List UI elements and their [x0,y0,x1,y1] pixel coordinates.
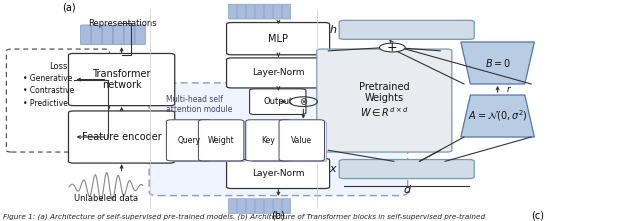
FancyBboxPatch shape [264,4,273,19]
FancyBboxPatch shape [246,4,255,19]
Text: Representations: Representations [88,19,157,28]
Text: $A = \mathcal{N}(0, \sigma^2)$: $A = \mathcal{N}(0, \sigma^2)$ [468,109,527,123]
FancyBboxPatch shape [250,89,306,114]
FancyBboxPatch shape [227,58,330,88]
FancyBboxPatch shape [228,4,237,19]
FancyBboxPatch shape [149,83,408,196]
FancyBboxPatch shape [250,121,291,161]
Text: Figure 1: (a) Architecture of self-supervised pre-trained models. (b) Architectu: Figure 1: (a) Architecture of self-super… [3,214,484,220]
Text: Layer-Norm: Layer-Norm [252,169,305,178]
FancyBboxPatch shape [237,4,246,19]
Polygon shape [461,95,534,137]
FancyBboxPatch shape [255,4,264,19]
FancyBboxPatch shape [228,199,237,213]
FancyBboxPatch shape [198,120,244,161]
FancyBboxPatch shape [282,199,291,213]
FancyBboxPatch shape [92,25,102,45]
FancyBboxPatch shape [264,199,273,213]
FancyBboxPatch shape [135,25,145,45]
FancyBboxPatch shape [202,121,244,161]
Text: (c): (c) [531,210,544,221]
FancyBboxPatch shape [252,122,293,162]
FancyBboxPatch shape [255,199,264,213]
Text: d: d [403,185,410,195]
Text: Layer-Norm: Layer-Norm [252,69,305,77]
Text: Value: Value [291,136,312,145]
Text: • Generative
• Contrastive
• Predictive: • Generative • Contrastive • Predictive [23,74,74,108]
FancyBboxPatch shape [282,4,291,19]
FancyBboxPatch shape [317,49,452,152]
FancyBboxPatch shape [339,160,474,179]
FancyBboxPatch shape [285,122,326,162]
FancyBboxPatch shape [227,23,330,55]
Text: (a): (a) [62,3,76,13]
Text: $B = 0$: $B = 0$ [484,57,511,69]
FancyBboxPatch shape [81,25,91,45]
FancyBboxPatch shape [339,20,474,39]
Text: +: + [387,41,397,54]
Text: Feature encoder: Feature encoder [82,132,161,142]
FancyBboxPatch shape [283,121,324,161]
FancyBboxPatch shape [204,122,246,162]
Text: Output: Output [263,97,292,106]
Text: Key: Key [262,136,275,145]
FancyBboxPatch shape [246,120,291,161]
Text: Query: Query [177,136,201,145]
FancyBboxPatch shape [124,25,134,45]
FancyBboxPatch shape [68,53,175,106]
FancyBboxPatch shape [279,120,324,161]
FancyBboxPatch shape [273,199,282,213]
FancyBboxPatch shape [246,199,255,213]
Text: x: x [330,164,336,174]
FancyBboxPatch shape [227,158,330,189]
Text: Transformer
network: Transformer network [92,69,151,90]
Text: Unlabeled data: Unlabeled data [74,194,138,203]
Text: Pretrained
Weights
$W \in R^{d\times d}$: Pretrained Weights $W \in R^{d\times d}$ [359,82,410,119]
Text: h: h [330,25,336,35]
FancyBboxPatch shape [170,121,212,161]
FancyBboxPatch shape [113,25,124,45]
FancyBboxPatch shape [273,4,282,19]
Text: MLP: MLP [268,34,288,44]
Circle shape [380,43,405,52]
Text: Multi-head self
attention module: Multi-head self attention module [166,95,233,114]
Polygon shape [461,42,534,84]
FancyBboxPatch shape [102,25,113,45]
Text: (b): (b) [271,210,285,221]
Text: r: r [507,85,511,94]
Text: ⊗: ⊗ [300,97,307,107]
FancyBboxPatch shape [166,120,212,161]
FancyBboxPatch shape [172,122,214,162]
FancyBboxPatch shape [68,111,175,163]
Text: Loss: Loss [49,62,67,71]
Text: Weight: Weight [208,136,234,145]
FancyBboxPatch shape [6,49,109,152]
FancyBboxPatch shape [237,199,246,213]
